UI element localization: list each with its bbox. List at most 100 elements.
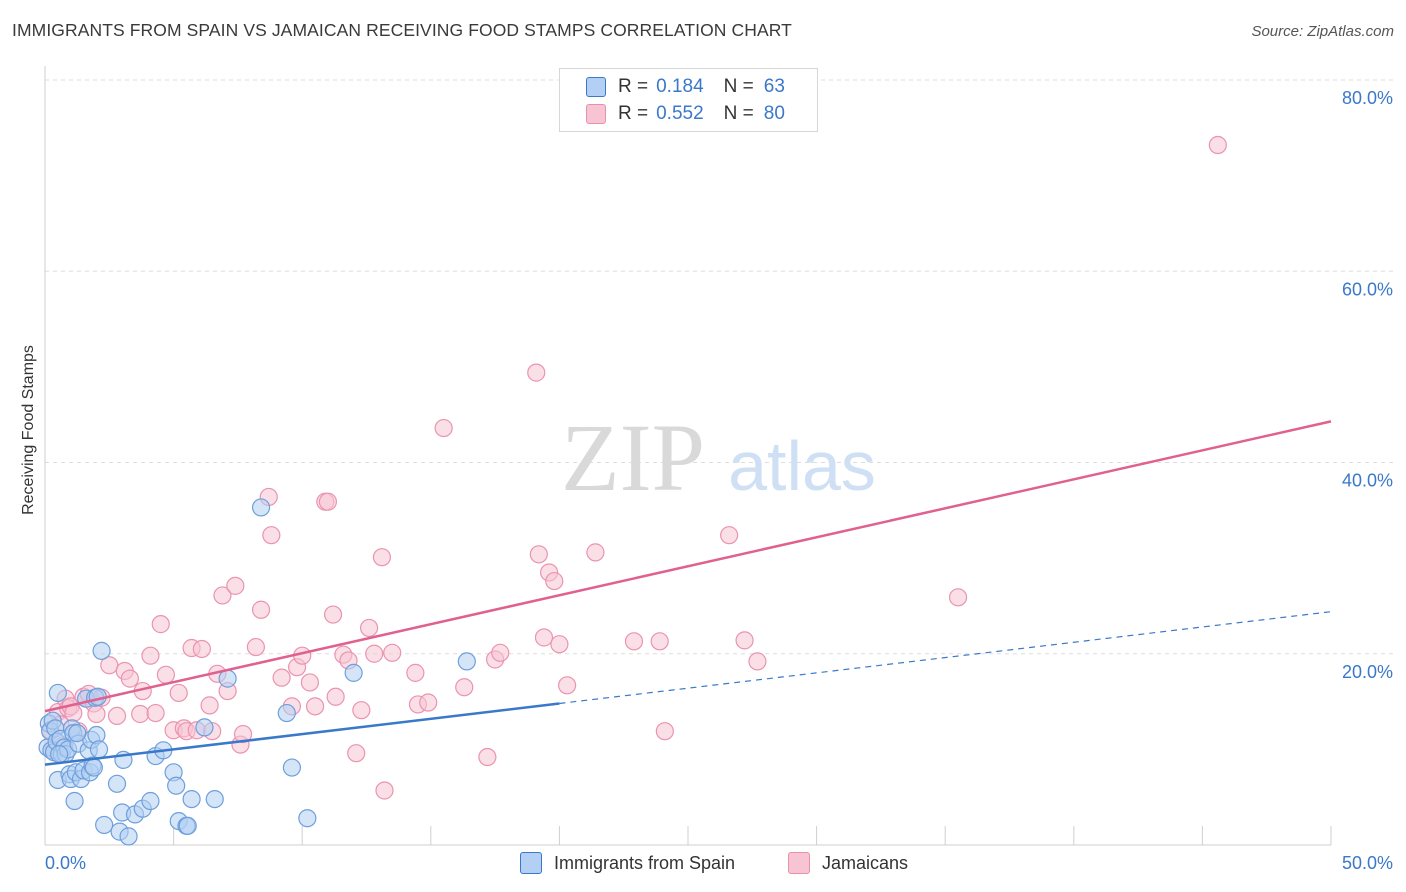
spain-point xyxy=(282,758,302,777)
spain-point xyxy=(195,718,214,737)
axes xyxy=(44,66,1332,846)
jamaican-point xyxy=(550,635,569,654)
jamaican-point xyxy=(192,639,211,659)
jamaican-point xyxy=(1208,135,1227,155)
jamaican-point xyxy=(246,637,266,657)
stats-row-spain: R = 0.184 N = 63 xyxy=(586,75,785,99)
jamaican-point xyxy=(251,600,271,619)
jamaican-point xyxy=(455,678,474,697)
jamaican-point xyxy=(527,363,546,382)
x-tick-label: 0.0% xyxy=(45,853,86,873)
jamaican-point xyxy=(151,615,170,634)
spain-point xyxy=(68,724,87,743)
data-points xyxy=(38,135,1227,846)
jamaican-point xyxy=(352,701,371,720)
jamaican-point xyxy=(406,663,425,682)
jamaican-point xyxy=(326,687,345,706)
jamaican-point xyxy=(200,696,219,715)
jamaican-point xyxy=(359,618,379,638)
jamaican-point xyxy=(948,588,968,607)
r-value: 0.184 xyxy=(656,76,704,97)
jamaican-point xyxy=(300,673,320,692)
jamaican-point xyxy=(272,668,291,687)
spain-point xyxy=(92,641,111,660)
jamaicans-swatch xyxy=(586,104,606,124)
jamaican-point xyxy=(558,676,577,695)
jamaicans-legend-swatch xyxy=(788,852,810,874)
jamaican-point xyxy=(735,631,754,650)
y-tick-label: 20.0% xyxy=(1342,662,1393,682)
n-value: 80 xyxy=(763,103,785,124)
jamaican-point xyxy=(141,646,160,665)
y-tick-label: 80.0% xyxy=(1342,88,1393,108)
jamaican-point xyxy=(107,706,127,726)
spain-point xyxy=(205,789,224,809)
jamaican-trend-line xyxy=(44,420,1332,713)
spain-trend-extension xyxy=(559,611,1332,705)
r-label: R = xyxy=(618,76,649,97)
chart-title: IMMIGRANTS FROM SPAIN VS JAMAICAN RECEIV… xyxy=(12,20,792,40)
n-label: N = xyxy=(723,76,754,97)
spain-point xyxy=(119,827,138,846)
spain-point xyxy=(84,758,103,777)
y-axis-label-wrap: Receiving Food Stamps xyxy=(18,150,40,710)
n-label: N = xyxy=(723,103,754,124)
jamaican-point xyxy=(419,693,438,712)
legend-label-jamaicans: Jamaicans xyxy=(822,852,909,873)
jamaican-point xyxy=(650,632,669,651)
watermark-atlas: atlas xyxy=(728,427,876,505)
jamaican-point xyxy=(478,747,497,767)
jamaican-point xyxy=(434,418,453,438)
jamaican-point xyxy=(383,643,402,662)
jamaican-point xyxy=(748,652,767,671)
trend-lines xyxy=(44,420,1332,766)
n-value: 63 xyxy=(763,76,785,97)
jamaican-point xyxy=(87,704,106,724)
tick-labels: 20.0% 40.0% 60.0% 80.0% 0.0% 50.0% xyxy=(45,88,1393,873)
spain-legend-swatch xyxy=(520,852,542,874)
spain-point xyxy=(107,774,127,793)
gridlines xyxy=(45,79,1393,655)
jamaican-point xyxy=(262,526,281,545)
r-label: R = xyxy=(618,103,649,124)
y-tick-label: 60.0% xyxy=(1342,279,1393,299)
source-credit: Source: ZipAtlas.com xyxy=(1251,23,1394,40)
legend-item-spain[interactable]: Immigrants from Spain xyxy=(520,852,735,874)
spain-trend-line xyxy=(44,702,560,766)
spain-point xyxy=(251,498,271,517)
jamaican-point xyxy=(146,703,165,723)
jamaican-point xyxy=(323,605,343,624)
jamaican-point xyxy=(545,571,564,591)
series-legend: Immigrants from Spain Jamaicans xyxy=(0,852,1406,876)
watermark-zip: ZIP xyxy=(561,404,705,511)
spain-point xyxy=(95,815,114,835)
jamaican-point xyxy=(213,586,232,605)
watermark: ZIP atlas xyxy=(561,404,876,511)
spain-point xyxy=(344,663,363,682)
spain-point xyxy=(457,652,476,671)
jamaican-point xyxy=(491,643,510,662)
r-value: 0.552 xyxy=(656,103,704,124)
legend-item-jamaicans[interactable]: Jamaicans xyxy=(788,852,908,874)
x-tick-label: 50.0% xyxy=(1342,853,1393,873)
jamaican-point xyxy=(372,548,392,567)
jamaican-point xyxy=(131,704,150,724)
stats-row-jamaicans: R = 0.552 N = 80 xyxy=(586,102,785,126)
legend-label-spain: Immigrants from Spain xyxy=(554,852,736,873)
spain-point xyxy=(65,791,84,811)
jamaican-point xyxy=(156,665,175,684)
stats-legend: R = 0.184 N = 63 R = 0.552 N = 80 xyxy=(559,68,818,132)
spain-point xyxy=(141,791,160,811)
spain-point xyxy=(178,816,197,835)
jamaican-point xyxy=(529,545,548,564)
spain-point xyxy=(218,669,237,688)
jamaican-point xyxy=(305,697,325,716)
spain-point xyxy=(167,776,186,795)
spain-point xyxy=(89,740,109,759)
jamaican-point xyxy=(586,543,605,562)
spain-point xyxy=(50,745,69,764)
jamaican-point xyxy=(233,724,253,744)
jamaican-point xyxy=(318,492,338,511)
spain-point xyxy=(298,809,317,828)
